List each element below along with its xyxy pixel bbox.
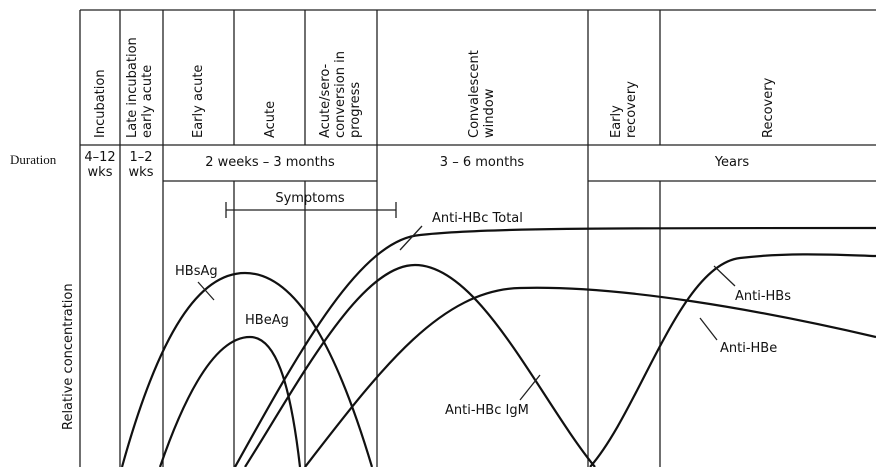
text-line: wks	[129, 165, 154, 180]
duration: 1–2 wks	[129, 150, 154, 180]
curve-anti-hbc-igm	[244, 263, 596, 467]
phase-label: Incubation	[93, 69, 108, 138]
y-axis-label: Relative concentration	[61, 283, 76, 430]
curves	[120, 225, 876, 467]
text-line: recovery	[624, 81, 639, 138]
text-line: Convalescent	[467, 50, 482, 138]
curve-label: Anti-HBc Total	[432, 211, 523, 226]
curve-hbsag	[120, 271, 374, 467]
phase-label: Early acute	[191, 65, 206, 138]
curve-label: HBsAg	[175, 264, 218, 279]
text-line: wks	[88, 165, 113, 180]
phase-label: Convalescentwindow	[467, 50, 497, 138]
text-line: Early acute	[191, 65, 206, 138]
text-line: Recovery	[761, 77, 776, 138]
text-line: early acute	[140, 65, 155, 138]
phase-headers: Incubation Late incubationearly acute Ea…	[93, 37, 776, 138]
phase-label: Recovery	[761, 77, 776, 138]
curve-label: Anti-HBc IgM	[445, 403, 529, 418]
phase-label: Late incubationearly acute	[125, 37, 155, 138]
text-line: Acute/sero-	[318, 63, 333, 138]
text-line: 4–12	[84, 150, 115, 165]
curve-anti-hbc-total	[234, 226, 876, 467]
curve-hbeag	[158, 335, 302, 467]
curve-anti-hbs	[589, 253, 876, 467]
text-line: Early	[609, 105, 624, 138]
frame	[79, 9, 876, 467]
duration: 3 – 6 months	[440, 155, 525, 170]
symptoms-label: Symptoms	[275, 191, 345, 206]
curve-label: HBeAg	[245, 313, 289, 328]
curve-label: Anti-HBs	[735, 289, 791, 304]
text-line: progress	[348, 82, 363, 138]
text-line: Incubation	[93, 69, 108, 138]
curve-anti-hbe	[304, 286, 876, 467]
duration: Years	[714, 155, 750, 170]
symptoms-bracket	[225, 202, 397, 218]
curve-label: Anti-HBe	[720, 341, 777, 356]
text-line: Late incubation	[125, 37, 140, 138]
duration: 2 weeks – 3 months	[205, 155, 335, 170]
phase-label: Earlyrecovery	[609, 81, 639, 138]
phase-label: Acute	[263, 101, 278, 138]
duration: 4–12 wks	[84, 150, 115, 180]
duration-label: Duration	[10, 152, 57, 167]
text-line: window	[482, 88, 497, 138]
text-line: conversion in	[333, 51, 348, 138]
text-line: Acute	[263, 101, 278, 138]
phase-label: Acute/sero-conversion inprogress	[318, 51, 363, 138]
text-line: 1–2	[129, 150, 152, 165]
